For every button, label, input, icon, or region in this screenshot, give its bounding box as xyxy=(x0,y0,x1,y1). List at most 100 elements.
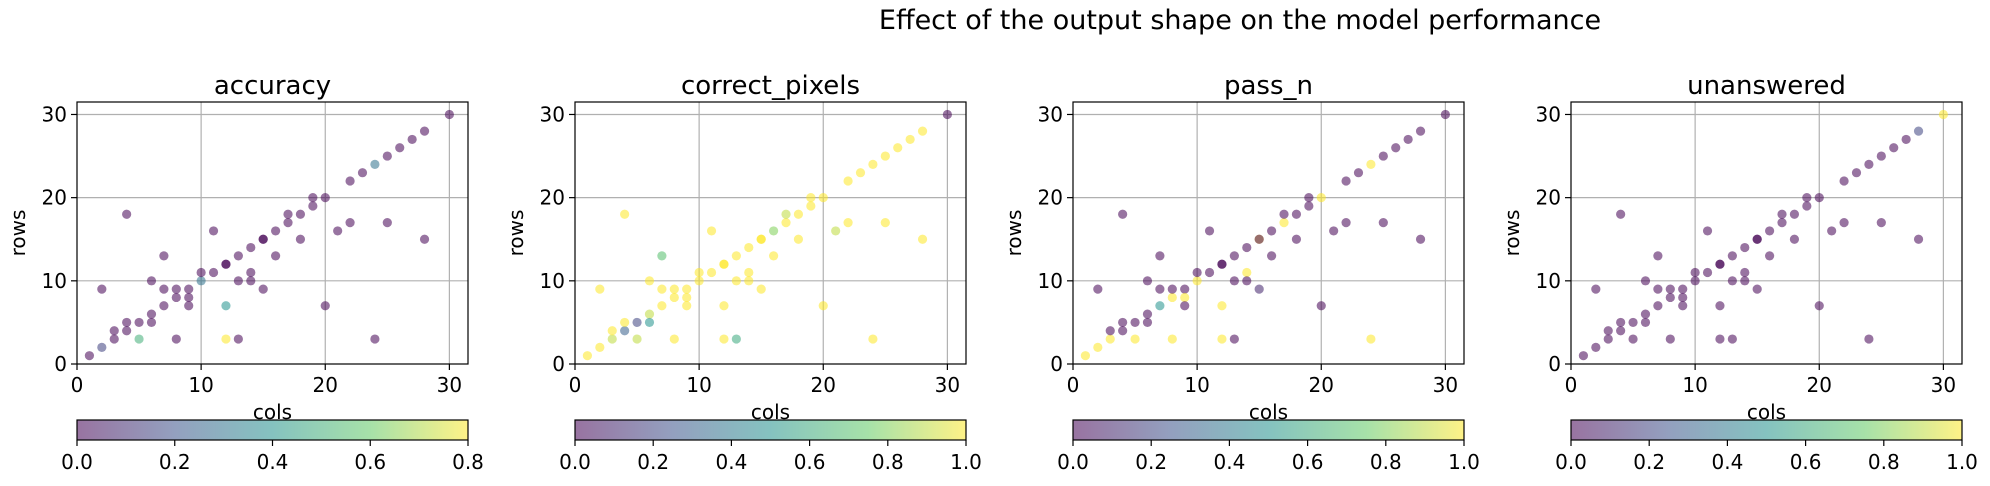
data-point xyxy=(1653,284,1663,294)
data-point xyxy=(1864,159,1874,169)
data-point xyxy=(1304,201,1314,211)
plot-frame xyxy=(1570,101,1963,365)
data-point xyxy=(1889,143,1899,153)
y-tick-label: 0 xyxy=(54,352,67,376)
data-point xyxy=(1591,284,1601,294)
data-point xyxy=(184,292,194,303)
data-point xyxy=(620,209,630,219)
data-point xyxy=(744,242,754,253)
y-tick-label: 20 xyxy=(1038,186,1063,210)
data-point xyxy=(1254,234,1264,244)
data-point xyxy=(1204,226,1215,236)
data-point xyxy=(1616,209,1626,219)
data-point xyxy=(1640,317,1651,328)
data-point xyxy=(806,193,816,203)
data-point xyxy=(308,201,318,211)
colorbar-tick-label: 0.8 xyxy=(1868,450,1900,474)
data-point xyxy=(1378,218,1388,228)
data-point xyxy=(744,267,754,278)
data-point xyxy=(657,284,667,294)
data-point xyxy=(781,209,791,219)
y-axis-label: rows xyxy=(504,210,528,257)
data-point xyxy=(781,218,791,228)
plot-frame xyxy=(1072,101,1465,365)
data-point xyxy=(1789,234,1800,244)
x-tick-label: 30 xyxy=(1931,373,1956,397)
data-point xyxy=(122,326,132,336)
data-point xyxy=(1777,218,1787,228)
data-point xyxy=(1366,159,1376,169)
data-point xyxy=(146,276,157,286)
data-point xyxy=(1167,292,1177,303)
data-point xyxy=(831,226,841,236)
data-point xyxy=(97,342,107,352)
data-point xyxy=(109,326,119,336)
colorbar-tick-label: 1.0 xyxy=(1946,450,1978,474)
data-point xyxy=(283,209,293,219)
data-point xyxy=(719,259,729,269)
x-tick-label: 0 xyxy=(1565,373,1578,397)
data-point xyxy=(1142,317,1153,328)
colorbar xyxy=(1073,420,1464,440)
x-tick-label: 20 xyxy=(1309,373,1334,397)
data-point xyxy=(868,334,878,344)
data-point xyxy=(1217,259,1227,269)
data-point xyxy=(1353,168,1364,178)
data-point xyxy=(271,251,281,261)
data-point xyxy=(682,284,692,294)
x-tick-label: 20 xyxy=(1807,373,1832,397)
y-tick-label: 30 xyxy=(1536,102,1561,126)
data-point xyxy=(1279,209,1289,219)
x-tick-label: 10 xyxy=(686,373,711,397)
y-tick-label: 20 xyxy=(540,186,565,210)
data-point xyxy=(669,292,679,303)
colorbar-tick-label: 0.2 xyxy=(1633,450,1665,474)
data-point xyxy=(444,109,454,120)
data-point xyxy=(620,326,630,336)
data-point xyxy=(1378,151,1388,161)
data-point xyxy=(1142,276,1153,286)
data-point xyxy=(1702,267,1713,278)
data-point xyxy=(1876,151,1886,161)
data-point xyxy=(1814,301,1824,311)
data-point xyxy=(1603,334,1613,344)
data-point xyxy=(1616,326,1626,336)
data-point xyxy=(1341,176,1351,186)
data-point xyxy=(1578,351,1589,361)
data-point xyxy=(1242,267,1252,278)
data-point xyxy=(1229,276,1239,286)
plot-frame xyxy=(574,101,967,365)
data-point xyxy=(146,309,157,319)
data-point xyxy=(171,334,181,344)
data-point xyxy=(1616,317,1626,328)
data-point xyxy=(1864,334,1874,344)
data-point xyxy=(1765,226,1775,236)
data-point xyxy=(1105,326,1115,336)
colorbar-tick-label: 0.0 xyxy=(61,450,93,474)
data-point xyxy=(1851,168,1862,178)
data-point xyxy=(905,134,915,145)
colorbar-tick-label: 0.2 xyxy=(1135,450,1167,474)
data-point xyxy=(1752,284,1762,294)
data-point xyxy=(1727,334,1737,344)
data-point xyxy=(171,292,181,303)
data-point xyxy=(246,242,256,253)
y-tick-label: 10 xyxy=(1038,269,1063,293)
data-point xyxy=(731,334,741,344)
data-point xyxy=(644,309,655,319)
data-point xyxy=(1415,234,1426,244)
data-point xyxy=(1727,251,1737,261)
data-point xyxy=(345,176,355,186)
data-point xyxy=(320,193,330,203)
data-point xyxy=(271,226,281,236)
chart-title: correct_pixels xyxy=(681,71,860,101)
data-point xyxy=(221,259,231,269)
data-point xyxy=(1217,301,1227,311)
colorbar-tick-label: 0.4 xyxy=(257,450,289,474)
data-point xyxy=(756,284,766,294)
data-point xyxy=(233,251,243,261)
data-point xyxy=(1403,134,1413,145)
